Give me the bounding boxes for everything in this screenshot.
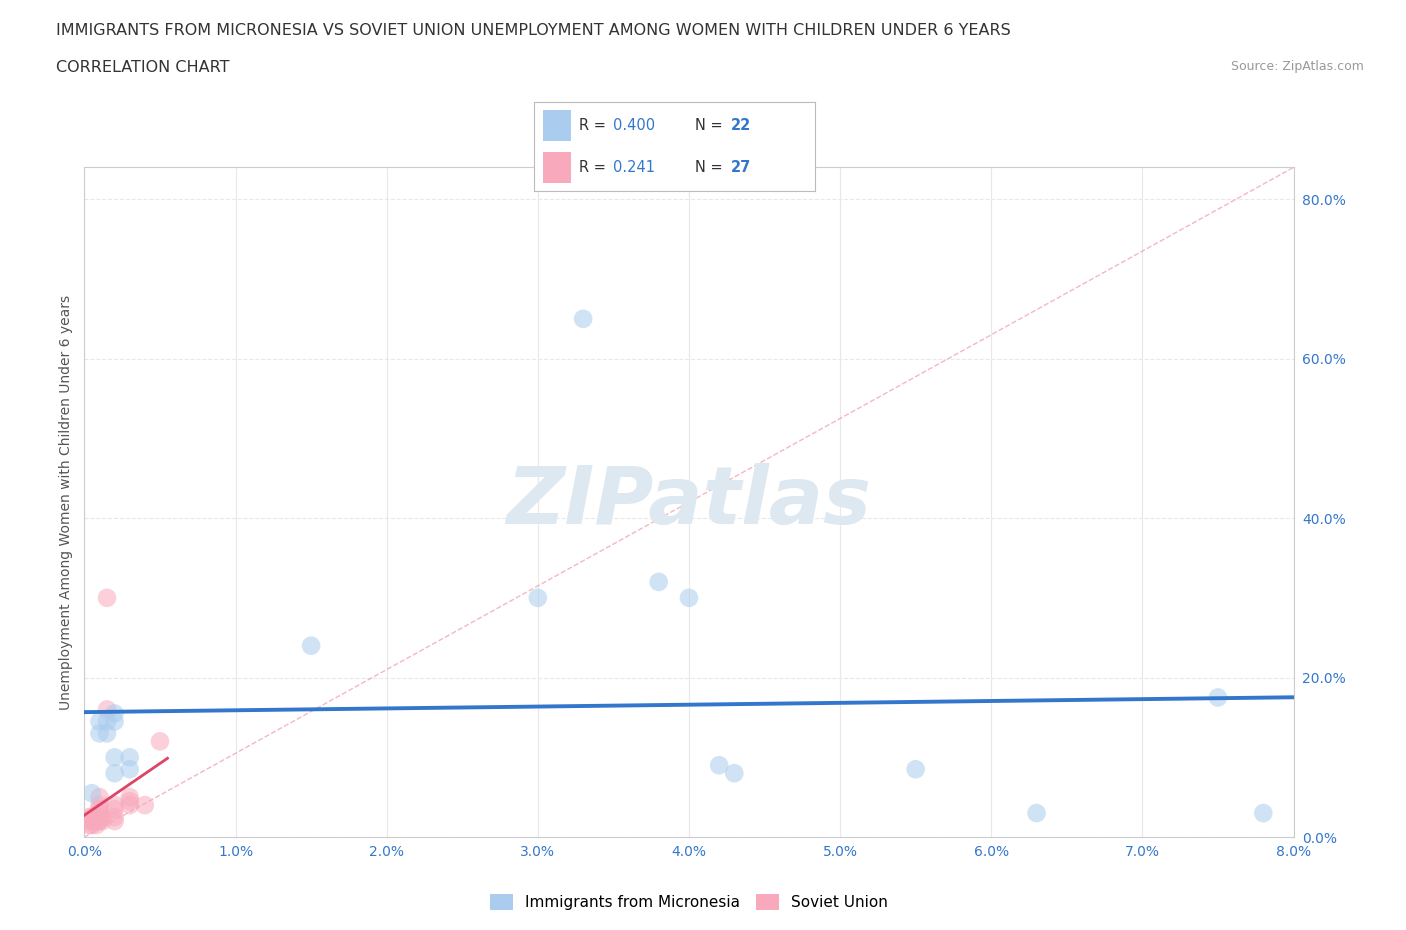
Point — [104, 750, 127, 764]
Point — [91, 814, 114, 829]
Point — [527, 591, 550, 605]
Point — [80, 786, 103, 801]
Point — [89, 798, 111, 813]
Text: 0.400: 0.400 — [613, 118, 655, 133]
Point — [80, 810, 103, 825]
Point — [1025, 805, 1047, 820]
Point — [77, 810, 100, 825]
Point — [118, 793, 141, 808]
Text: IMMIGRANTS FROM MICRONESIA VS SOVIET UNION UNEMPLOYMENT AMONG WOMEN WITH CHILDRE: IMMIGRANTS FROM MICRONESIA VS SOVIET UNI… — [56, 23, 1011, 38]
Point — [104, 798, 127, 813]
Point — [89, 814, 111, 829]
Point — [96, 702, 118, 717]
Point — [723, 765, 745, 780]
Point — [96, 714, 118, 729]
Point — [1206, 690, 1229, 705]
Text: ZIPatlas: ZIPatlas — [506, 463, 872, 541]
Point — [80, 817, 103, 832]
Point — [96, 591, 118, 605]
Point — [1251, 805, 1274, 820]
Point — [299, 638, 322, 653]
Point — [104, 706, 127, 721]
Point — [134, 798, 156, 813]
Point — [89, 805, 111, 820]
Point — [80, 814, 103, 829]
Point — [89, 802, 111, 817]
Point — [96, 726, 118, 741]
Point — [104, 714, 127, 729]
Bar — [543, 111, 571, 141]
Point — [118, 798, 141, 813]
Point — [904, 762, 927, 777]
Point — [104, 765, 127, 780]
Point — [89, 726, 111, 741]
Point — [572, 312, 595, 326]
Bar — [543, 152, 571, 182]
Point — [709, 758, 731, 773]
Point — [149, 734, 172, 749]
Text: 27: 27 — [731, 160, 751, 175]
Point — [118, 750, 141, 764]
Point — [647, 575, 671, 590]
Text: R =: R = — [579, 160, 610, 175]
Point — [77, 814, 100, 829]
Point — [118, 790, 141, 804]
Point — [104, 814, 127, 829]
Point — [91, 810, 114, 825]
Y-axis label: Unemployment Among Women with Children Under 6 years: Unemployment Among Women with Children U… — [59, 295, 73, 710]
Text: N =: N = — [695, 160, 727, 175]
Point — [86, 817, 108, 832]
Text: CORRELATION CHART: CORRELATION CHART — [56, 60, 229, 75]
Point — [678, 591, 700, 605]
Point — [104, 810, 127, 825]
Point — [89, 790, 111, 804]
Point — [118, 762, 141, 777]
Text: Source: ZipAtlas.com: Source: ZipAtlas.com — [1230, 60, 1364, 73]
Point — [86, 814, 108, 829]
Legend: Immigrants from Micronesia, Soviet Union: Immigrants from Micronesia, Soviet Union — [484, 888, 894, 916]
Text: 22: 22 — [731, 118, 751, 133]
Point — [77, 817, 100, 832]
Point — [104, 802, 127, 817]
Text: N =: N = — [695, 118, 727, 133]
Point — [89, 810, 111, 825]
Point — [89, 714, 111, 729]
Text: R =: R = — [579, 118, 610, 133]
Text: 0.241: 0.241 — [613, 160, 655, 175]
